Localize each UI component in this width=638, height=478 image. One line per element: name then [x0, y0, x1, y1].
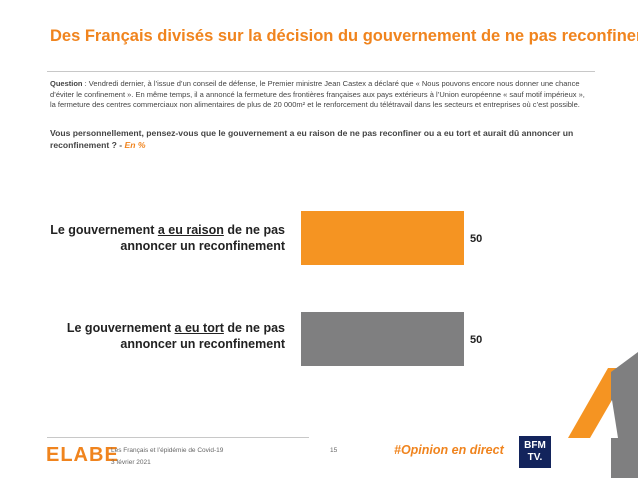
- question-text: Question : Vendredi dernier, à l’issue d…: [50, 79, 590, 111]
- page-title: Des Français divisés sur la décision du …: [50, 27, 638, 45]
- decorative-logo-shape: [568, 352, 638, 478]
- bar-tort: [301, 312, 464, 366]
- data-label: 50: [470, 233, 482, 245]
- question-ask-text: Vous personnellement, pensez-vous que le…: [50, 128, 574, 150]
- footer-divider: [47, 437, 309, 438]
- category-label-part: de ne pas annoncer un reconfinement: [120, 223, 285, 253]
- category-label-tort: Le gouvernement a eu tort de ne pas anno…: [25, 320, 285, 352]
- question-label: Question: [50, 79, 83, 88]
- category-label-part: Le gouvernement: [66, 321, 175, 335]
- title-divider: [47, 71, 595, 72]
- category-label-part: Le gouvernement: [50, 223, 158, 237]
- bfmtv-logo-line: TV.: [527, 452, 543, 463]
- category-label-part: de ne pas annoncer un reconfinement: [120, 321, 285, 351]
- category-label-raison: Le gouvernement a eu raison de ne pas an…: [25, 222, 285, 254]
- category-label-emphasis: a eu raison: [157, 223, 224, 237]
- category-label-emphasis: a eu tort: [174, 321, 224, 335]
- study-name: Les Français et l’épidémie de Covid-19: [111, 447, 224, 454]
- bar-raison: [301, 211, 464, 265]
- question-body: : Vendredi dernier, à l’issue d’un conse…: [50, 79, 585, 110]
- page-number: 15: [330, 447, 338, 454]
- hashtag-opinion: #Opinion en direct: [394, 443, 504, 457]
- question-ask: Vous personnellement, pensez-vous que le…: [50, 128, 590, 151]
- bfmtv-logo: BFM TV.: [519, 436, 551, 468]
- data-label: 50: [470, 334, 482, 346]
- study-date: 3 février 2021: [111, 459, 151, 466]
- elabe-logo: ELABE: [46, 444, 119, 466]
- bfmtv-logo-line: BFM: [524, 440, 546, 451]
- unit-label: En %: [124, 139, 146, 150]
